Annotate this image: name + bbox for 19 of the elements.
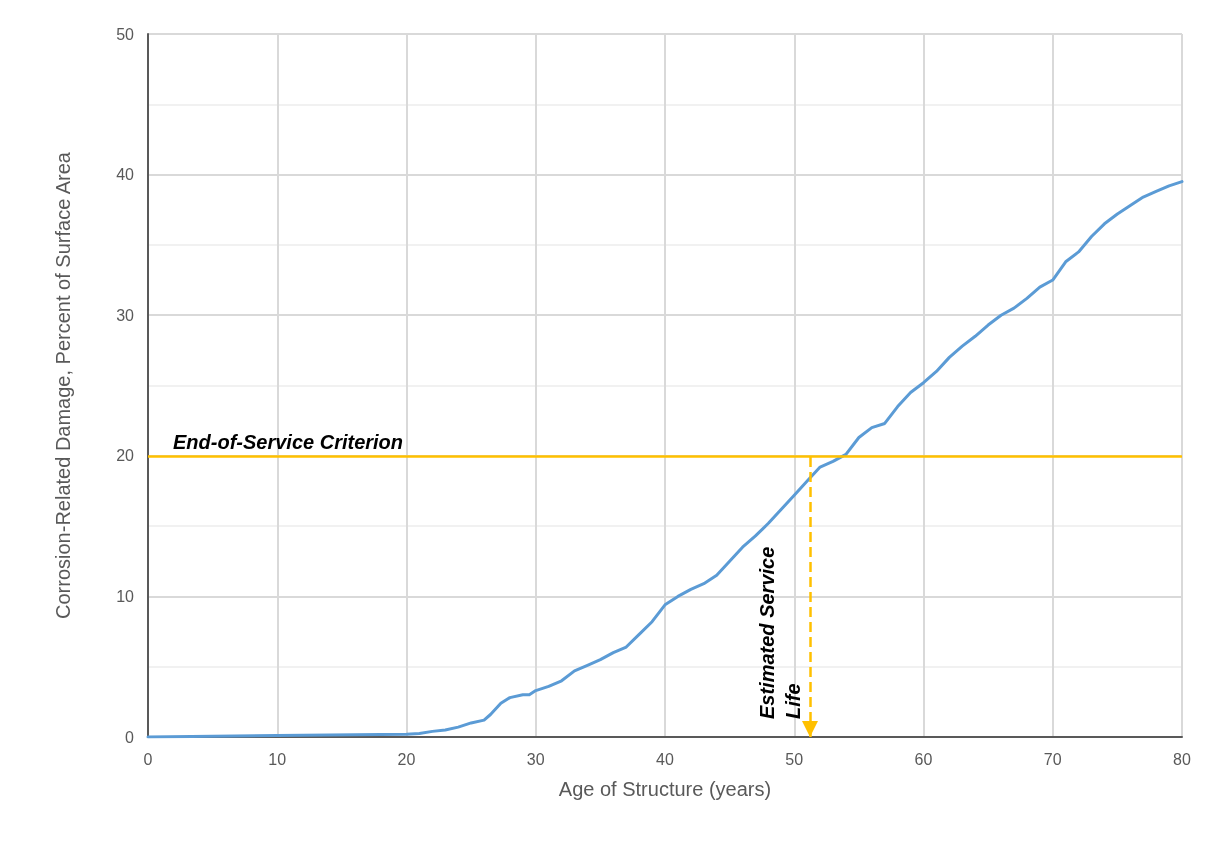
x-tick-label: 40	[656, 750, 674, 768]
y-axis-title: Corrosion-Related Damage, Percent of Surface Area	[52, 151, 74, 619]
ref-line-label: End-of-Service Criterion	[173, 430, 404, 453]
x-tick-label: 0	[143, 750, 153, 768]
x-axis-title: Age of Structure (years)	[558, 778, 772, 800]
y-tick-label: 0	[125, 728, 135, 746]
x-tick-label: 20	[397, 750, 416, 768]
y-tick-label: 10	[116, 587, 135, 605]
x-tick-label: 50	[785, 750, 804, 768]
y-tick-label: 40	[116, 166, 135, 184]
x-tick-label: 70	[1043, 750, 1062, 768]
y-tick-label: 20	[116, 447, 135, 465]
x-tick-label: 80	[1173, 750, 1191, 768]
ref-line-label: Estimated Service Life	[755, 541, 804, 719]
x-tick-label: 10	[268, 750, 287, 768]
y-tick-label: 50	[116, 25, 135, 43]
x-tick-label: 30	[526, 750, 545, 768]
y-tick-label: 30	[116, 306, 135, 324]
x-tick-label: 60	[914, 750, 933, 768]
